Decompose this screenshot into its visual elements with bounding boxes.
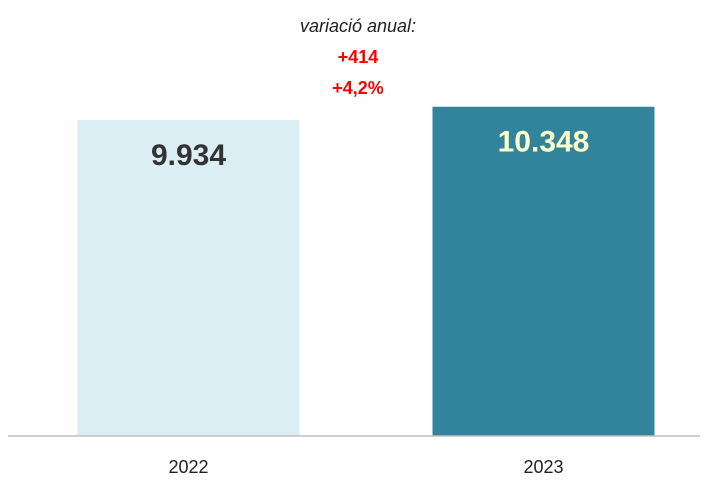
annotation-difference: +414 — [338, 47, 379, 67]
annotation-percent: +4,2% — [332, 78, 384, 98]
bar — [77, 119, 300, 436]
x-tick-label: 2022 — [168, 457, 208, 477]
value-label: 10.348 — [498, 126, 590, 159]
value-label: 9.934 — [151, 139, 226, 172]
x-tick-label: 2023 — [523, 457, 563, 477]
bar — [432, 106, 655, 436]
annotation-label: variació anual: — [300, 16, 416, 36]
